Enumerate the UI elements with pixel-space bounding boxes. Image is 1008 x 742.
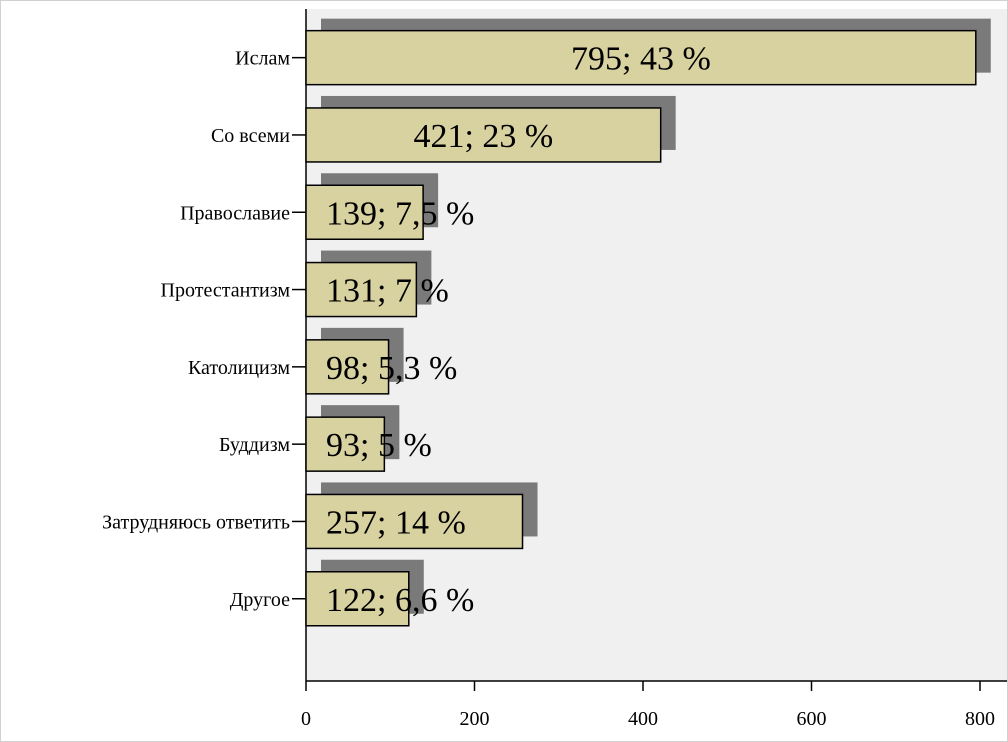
data-labels: 795; 43 % 421; 23 % 139; 7,5 % 131; 7 % 98; … xyxy=(326,41,711,619)
data-label: 122; 6,6 % xyxy=(326,582,474,619)
bar xyxy=(305,29,977,86)
data-label: 131; 7 % xyxy=(326,273,449,310)
data-label: 795; 43 % xyxy=(571,41,711,78)
data-label: 98; 5,3 % xyxy=(326,350,457,387)
x-axis-tick-labels: 0 200 400 600 800 xyxy=(301,708,995,730)
data-label: 421; 23 % xyxy=(413,118,553,155)
category-label: Протестантизм xyxy=(161,280,291,302)
category-label: Со всеми xyxy=(211,125,290,147)
data-label: 257; 14 % xyxy=(326,504,466,541)
data-label: 139; 7,5 % xyxy=(326,195,474,232)
category-label: Затрудняюсь ответить xyxy=(102,511,290,533)
bar xyxy=(305,493,524,550)
x-tick-label: 200 xyxy=(460,708,490,730)
x-tick-label: 800 xyxy=(965,708,995,730)
x-axis-ticks xyxy=(305,681,981,691)
bar xyxy=(305,571,410,627)
category-labels: Ислам Со всеми Православие Протестантизм Кат… xyxy=(102,48,290,611)
category-label: Буддизм xyxy=(219,434,290,456)
x-tick-label: 600 xyxy=(797,708,827,730)
data-label: 93; 5 % xyxy=(326,427,432,464)
category-label: Ислам xyxy=(235,48,290,70)
x-tick-label: 0 xyxy=(301,708,311,730)
category-label: Католицизм xyxy=(188,357,290,379)
category-label: Другое xyxy=(230,589,290,611)
bar xyxy=(305,416,386,472)
bars xyxy=(305,29,977,627)
category-label: Православие xyxy=(180,202,290,224)
x-tick-label: 400 xyxy=(628,708,658,730)
category-ticks xyxy=(292,56,306,600)
